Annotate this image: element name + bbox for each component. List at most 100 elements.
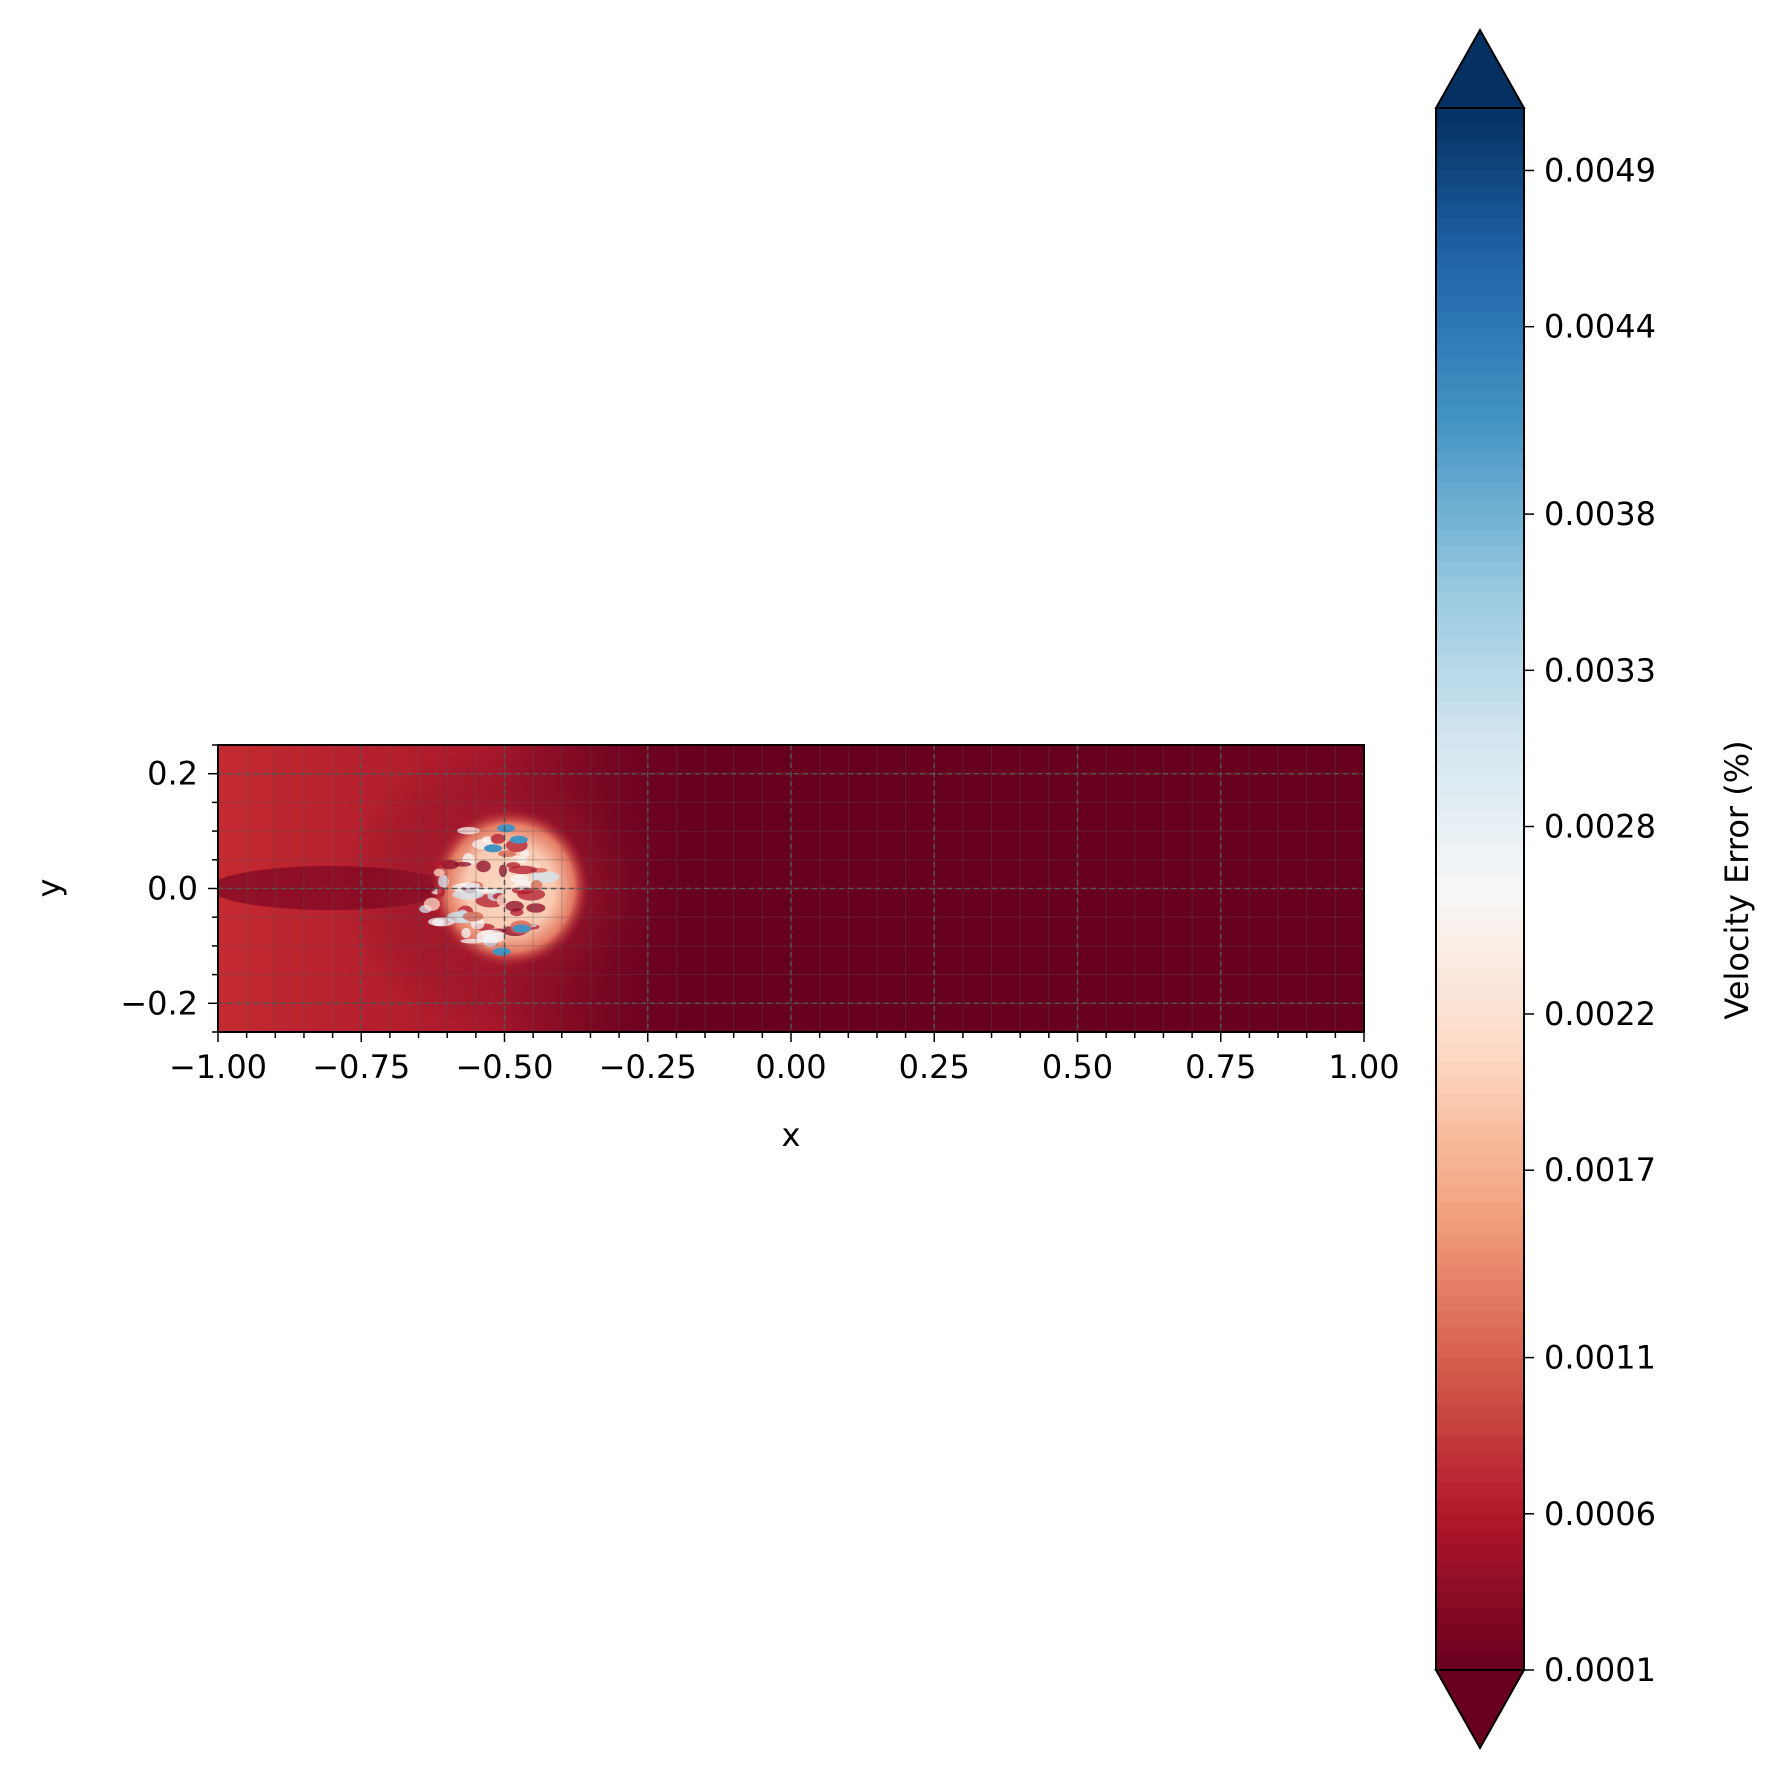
hotspot-speck xyxy=(517,857,528,863)
hotspot-speck xyxy=(530,871,560,883)
peak-speck xyxy=(497,824,516,833)
major-grid xyxy=(218,745,1364,1032)
hotspot-speck xyxy=(462,911,484,922)
colorbar-band xyxy=(1436,1451,1524,1468)
colorbar-band xyxy=(1436,826,1524,843)
colorbar-band xyxy=(1436,451,1524,468)
x-tick-label: −1.00 xyxy=(169,1048,267,1086)
peak-speck xyxy=(509,835,528,844)
colorbar-band xyxy=(1436,1373,1524,1390)
y-axis-ticks: −0.2 0.0 0.2 xyxy=(120,744,218,1033)
colorbar-band xyxy=(1436,1076,1524,1093)
colorbar-tick-label: 0.0044 xyxy=(1544,308,1656,346)
colorbar-band xyxy=(1436,670,1524,687)
colorbar-band xyxy=(1436,279,1524,297)
colorbar-band xyxy=(1436,1482,1524,1499)
colorbar-band xyxy=(1436,264,1524,281)
colorbar-bands xyxy=(1436,108,1524,1671)
hotspot-speck xyxy=(423,897,440,911)
colorbar-band xyxy=(1436,1185,1524,1202)
colorbar-band xyxy=(1436,560,1524,578)
colorbar-band xyxy=(1436,1138,1524,1156)
colorbar-band xyxy=(1436,1295,1524,1312)
colorbar-tick-label: 0.0033 xyxy=(1544,651,1656,689)
hotspot-speck xyxy=(506,862,521,869)
y-tick-label: 0.2 xyxy=(147,755,198,793)
colorbar-band xyxy=(1436,1092,1524,1109)
x-tick-label: 0.50 xyxy=(1042,1048,1113,1086)
colorbar-band xyxy=(1436,1045,1524,1062)
colorbar-band xyxy=(1436,732,1524,750)
colorbar-band xyxy=(1436,1232,1524,1249)
colorbar-band xyxy=(1436,607,1524,625)
colorbar-band xyxy=(1436,873,1524,890)
colorbar-band xyxy=(1436,1029,1524,1046)
hotspot-speck xyxy=(460,882,480,888)
colorbar-band xyxy=(1436,842,1524,859)
colorbar-band xyxy=(1436,1560,1524,1577)
colorbar-band xyxy=(1436,1638,1524,1655)
colorbar-band xyxy=(1436,186,1524,203)
colorbar-band xyxy=(1436,139,1524,156)
colorbar-band xyxy=(1436,764,1524,781)
colorbar-band xyxy=(1436,920,1524,937)
colorbar-band xyxy=(1436,1513,1524,1531)
colorbar-band xyxy=(1436,420,1524,437)
colorbar-band xyxy=(1436,639,1524,656)
colorbar-tick-label: 0.0011 xyxy=(1544,1339,1656,1377)
colorbar-band xyxy=(1436,1498,1524,1515)
colorbar-band xyxy=(1436,1576,1524,1593)
colorbar-band xyxy=(1436,545,1524,562)
colorbar-top-extension xyxy=(1434,27,1526,109)
plot-area xyxy=(218,745,1364,1032)
hotspot-speck xyxy=(526,903,546,913)
peak-speck xyxy=(492,947,511,956)
y-tick-label: 0.0 xyxy=(147,870,198,908)
hotspot-speck xyxy=(461,927,471,939)
colorbar-band xyxy=(1436,373,1524,390)
colorbar-band xyxy=(1436,1420,1524,1437)
colorbar-band xyxy=(1436,404,1524,421)
x-tick-label: −0.50 xyxy=(455,1048,553,1086)
colorbar-ticks: 0.0001 0.0006 0.0011 0.0017 0.0022 0.0028 0.00… xyxy=(1524,151,1656,1689)
colorbar-band xyxy=(1436,1217,1524,1234)
colorbar-band xyxy=(1436,1529,1524,1546)
colorbar-band xyxy=(1436,1545,1524,1562)
x-tick-label: 1.00 xyxy=(1328,1048,1399,1086)
colorbar-band xyxy=(1436,998,1524,1015)
hotspot-speck xyxy=(530,880,543,891)
x-tick-label: 0.75 xyxy=(1185,1048,1256,1086)
colorbar-band xyxy=(1436,232,1524,250)
colorbar-band xyxy=(1436,904,1524,921)
hotspot-speck xyxy=(411,884,436,894)
colorbar-band xyxy=(1436,1248,1524,1265)
colorbar-band xyxy=(1436,108,1524,125)
colorbar-band xyxy=(1436,1154,1524,1171)
colorbar-band xyxy=(1436,1263,1524,1281)
colorbar-band xyxy=(1436,1201,1524,1218)
colorbar-band xyxy=(1436,123,1524,140)
hotspot-speck xyxy=(510,874,529,884)
colorbar-band xyxy=(1436,1388,1524,1406)
colorbar-band xyxy=(1436,1466,1524,1484)
colorbar-band xyxy=(1436,514,1524,531)
colorbar-frame xyxy=(1435,107,1525,1671)
colorbar-band xyxy=(1436,1107,1524,1124)
colorbar-band xyxy=(1436,810,1524,828)
colorbar-band xyxy=(1436,436,1524,453)
hotspot-speck xyxy=(490,833,506,844)
colorbar-band xyxy=(1436,1591,1524,1609)
colorbar-band xyxy=(1436,1013,1524,1031)
hotspot-speck xyxy=(452,889,484,900)
colorbar-band xyxy=(1436,1654,1524,1671)
hotspot-speck xyxy=(520,849,530,858)
colorbar-band xyxy=(1436,967,1524,984)
colorbar-band xyxy=(1436,248,1524,265)
colorbar-tick-label: 0.0017 xyxy=(1544,1151,1656,1189)
hotspot-speck xyxy=(433,868,445,877)
colorbar-bottom-extension xyxy=(1434,1669,1526,1751)
hotspot-speck xyxy=(476,860,491,873)
colorbar-band xyxy=(1436,1607,1524,1624)
colorbar-band xyxy=(1436,623,1524,640)
